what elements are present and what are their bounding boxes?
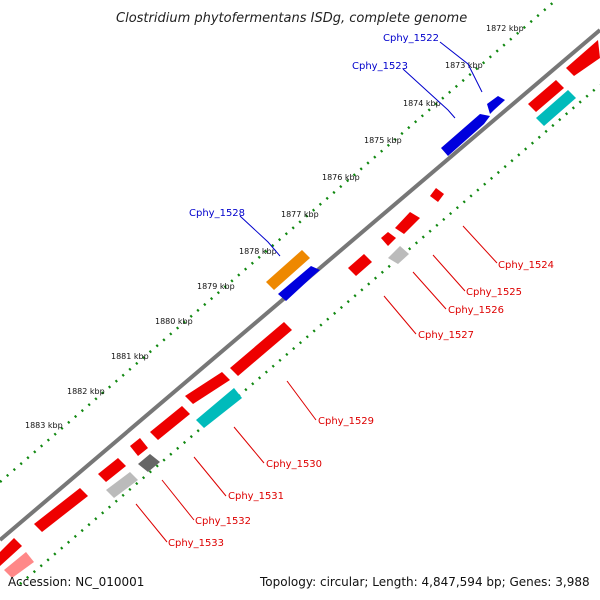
tick-label: 1882 kbp (67, 387, 105, 396)
gene-label[interactable]: Cphy_1523 (352, 61, 408, 72)
gene-label[interactable]: Cphy_1525 (466, 287, 522, 298)
reverse-genes (0, 90, 576, 578)
gene-cphy-1526[interactable] (381, 232, 396, 246)
forward-genes (266, 40, 600, 301)
tick-label: 1879 kbp (197, 282, 235, 291)
gene-label[interactable]: Cphy_1533 (168, 538, 224, 549)
leader-cphy-1524 (462, 225, 498, 264)
leader-cphy-1522 (439, 41, 483, 93)
gene-gray-1526b[interactable] (388, 246, 409, 264)
tick-label: 1878 kbp (239, 247, 277, 256)
gene-label[interactable]: Cphy_1528 (189, 208, 245, 219)
gene-labels: Cphy_1522 Cphy_1523 Cphy_1528 Cphy_1524 … (168, 33, 554, 549)
leader-cphy-1531 (193, 456, 227, 497)
leader-cphy-1533 (135, 503, 168, 543)
tick-label: 1875 kbp (364, 136, 402, 145)
gene-cphy-1527[interactable] (348, 254, 372, 276)
gene-cphy-1531[interactable] (138, 454, 160, 472)
tick-labels: 1872 kbp 1873 kbp 1874 kbp 1875 kbp 1876… (25, 24, 524, 430)
label-leaders (135, 41, 498, 543)
gene-cphy-1525[interactable] (395, 212, 420, 234)
gene-upper-right-red[interactable] (528, 80, 564, 112)
tick-label: 1883 kbp (25, 421, 63, 430)
gene-red-1529b[interactable] (185, 372, 230, 404)
gene-cphy-1522[interactable] (487, 96, 505, 114)
tick-label: 1872 kbp (486, 24, 524, 33)
leader-cphy-1532 (161, 479, 195, 521)
gene-cphy-1530[interactable] (196, 388, 242, 428)
gene-label[interactable]: Cphy_1524 (498, 260, 554, 271)
gene-label[interactable]: Cphy_1522 (383, 33, 439, 44)
leader-cphy-1525 (432, 254, 466, 292)
gene-red-lower-left[interactable] (34, 488, 88, 532)
map-title: Clostridium phytofermentans ISDg, comple… (116, 11, 467, 26)
gene-label[interactable]: Cphy_1526 (448, 305, 504, 316)
gene-forward-blue-2[interactable] (278, 266, 320, 301)
gene-cphy-1532[interactable] (98, 458, 126, 482)
tick-label: 1877 kbp (281, 210, 319, 219)
genome-summary-text: Topology: circular; Length: 4,847,594 bp… (259, 575, 590, 589)
leader-cphy-1526 (412, 271, 447, 310)
leader-cphy-1528 (239, 215, 281, 257)
tick-label: 1873 kbp (445, 61, 483, 70)
gene-cphy-1529[interactable] (230, 322, 292, 376)
gene-cphy-1523[interactable] (441, 114, 490, 156)
leader-cphy-1523 (402, 68, 456, 119)
leader-cphy-1527 (383, 295, 417, 335)
gene-label[interactable]: Cphy_1530 (266, 459, 322, 470)
gene-red-1530b[interactable] (150, 406, 190, 440)
leader-cphy-1530 (233, 426, 265, 464)
tick-label: 1876 kbp (322, 173, 360, 182)
outer-ruler (0, 0, 557, 483)
leader-cphy-1529 (286, 380, 317, 421)
gene-cyan-right[interactable] (536, 90, 576, 126)
inner-ruler (19, 84, 600, 585)
gene-red-corner[interactable] (0, 538, 22, 566)
gene-label[interactable]: Cphy_1527 (418, 330, 474, 341)
tick-label: 1874 kbp (403, 99, 441, 108)
gene-cphy-1524[interactable] (430, 188, 444, 202)
gene-red-1531a[interactable] (130, 438, 148, 456)
gene-label[interactable]: Cphy_1529 (318, 416, 374, 427)
gene-label[interactable]: Cphy_1532 (195, 516, 251, 527)
gene-label[interactable]: Cphy_1531 (228, 491, 284, 502)
accession-text: Accession: NC_010001 (8, 575, 144, 589)
gene-cphy-1533[interactable] (106, 472, 138, 498)
tick-label: 1881 kbp (111, 352, 149, 361)
gene-top-right-red[interactable] (566, 40, 600, 76)
tick-label: 1880 kbp (155, 317, 193, 326)
gene-pink-corner[interactable] (4, 552, 34, 578)
gene-cphy-1528[interactable] (266, 250, 310, 290)
